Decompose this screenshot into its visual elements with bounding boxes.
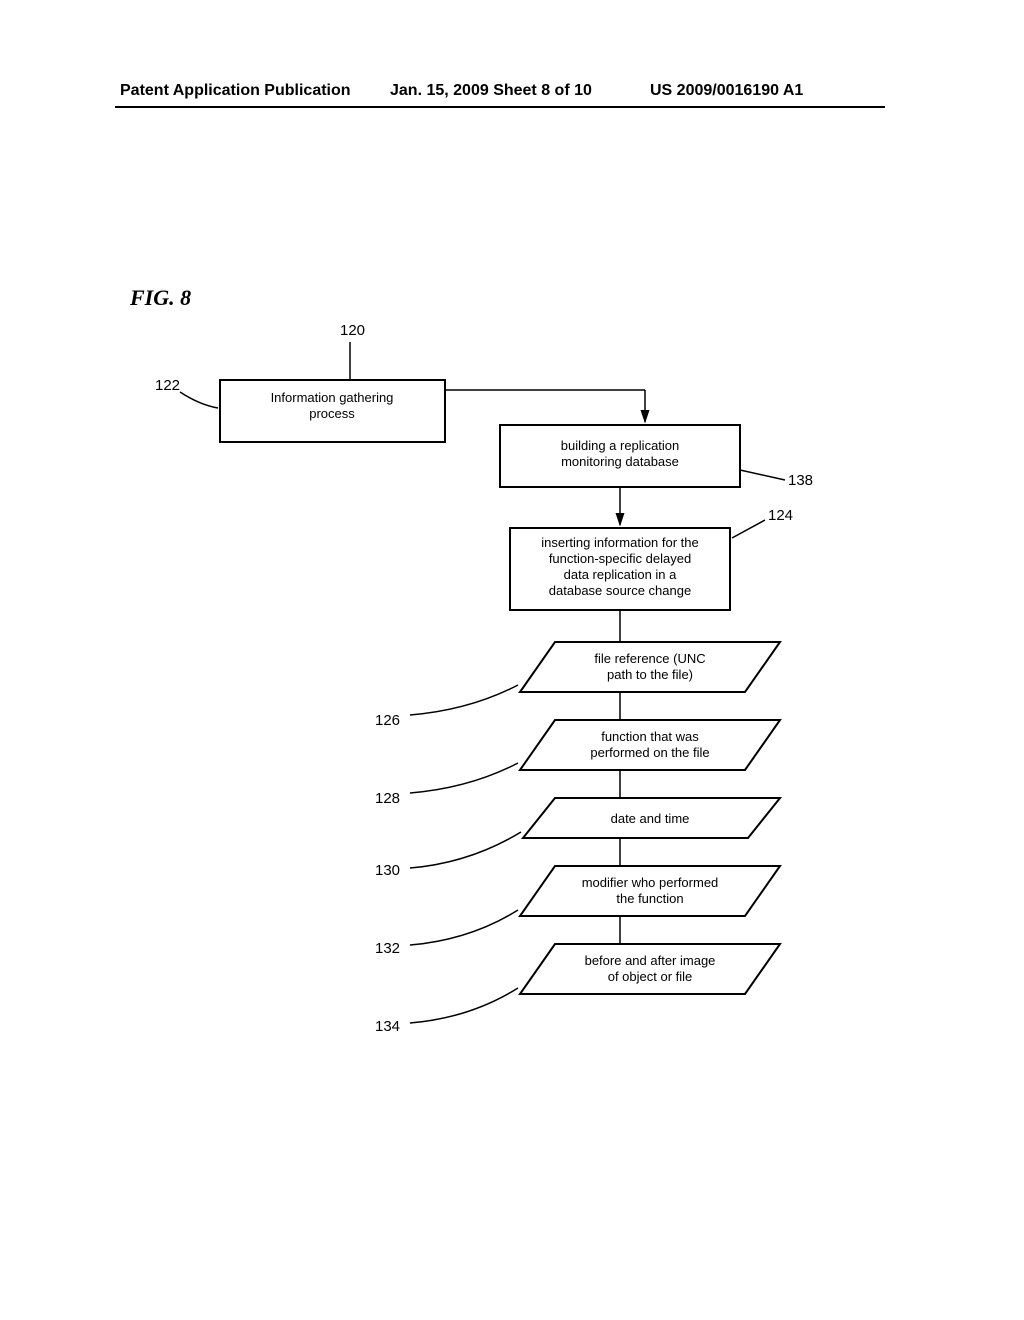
text-ins-1: inserting information for the (541, 535, 699, 550)
label-126: 126 (375, 712, 400, 729)
text-build-1: building a replication (561, 438, 680, 453)
text-ins-4: database source change (549, 583, 691, 598)
p5l1: before and after image (585, 953, 716, 968)
header-center: Jan. 15, 2009 Sheet 8 of 10 (390, 82, 592, 100)
text-build-2: monitoring database (561, 454, 679, 469)
label-122: 122 (155, 377, 180, 394)
label-130: 130 (375, 862, 400, 879)
text-ins-3: data replication in a (564, 567, 678, 582)
figure-title: FIG. 8 (130, 285, 191, 311)
label-124: 124 (768, 507, 793, 524)
p2l1: function that was (601, 729, 699, 744)
p1l2: path to the file) (607, 667, 693, 682)
p4l1: modifier who performed (582, 875, 719, 890)
header-left: Patent Application Publication (120, 82, 351, 100)
label-132: 132 (375, 940, 400, 957)
label-128: 128 (375, 790, 400, 807)
p4l2: the function (616, 891, 683, 906)
p2l2: performed on the file (590, 745, 709, 760)
p3: date and time (611, 811, 690, 826)
text-ins-2: function-specific delayed (549, 551, 691, 566)
text-info-2: process (309, 406, 355, 421)
label-120: 120 (340, 322, 365, 339)
label-134: 134 (375, 1018, 400, 1035)
flowchart: 120 Information gathering process 122 bu… (100, 310, 900, 1105)
p1l1: file reference (UNC (594, 651, 705, 666)
label-138: 138 (788, 472, 813, 489)
text-info-1: Information gathering (271, 390, 394, 405)
header-rule (115, 106, 885, 108)
p5l2: of object or file (608, 969, 693, 984)
header-right: US 2009/0016190 A1 (650, 82, 803, 100)
